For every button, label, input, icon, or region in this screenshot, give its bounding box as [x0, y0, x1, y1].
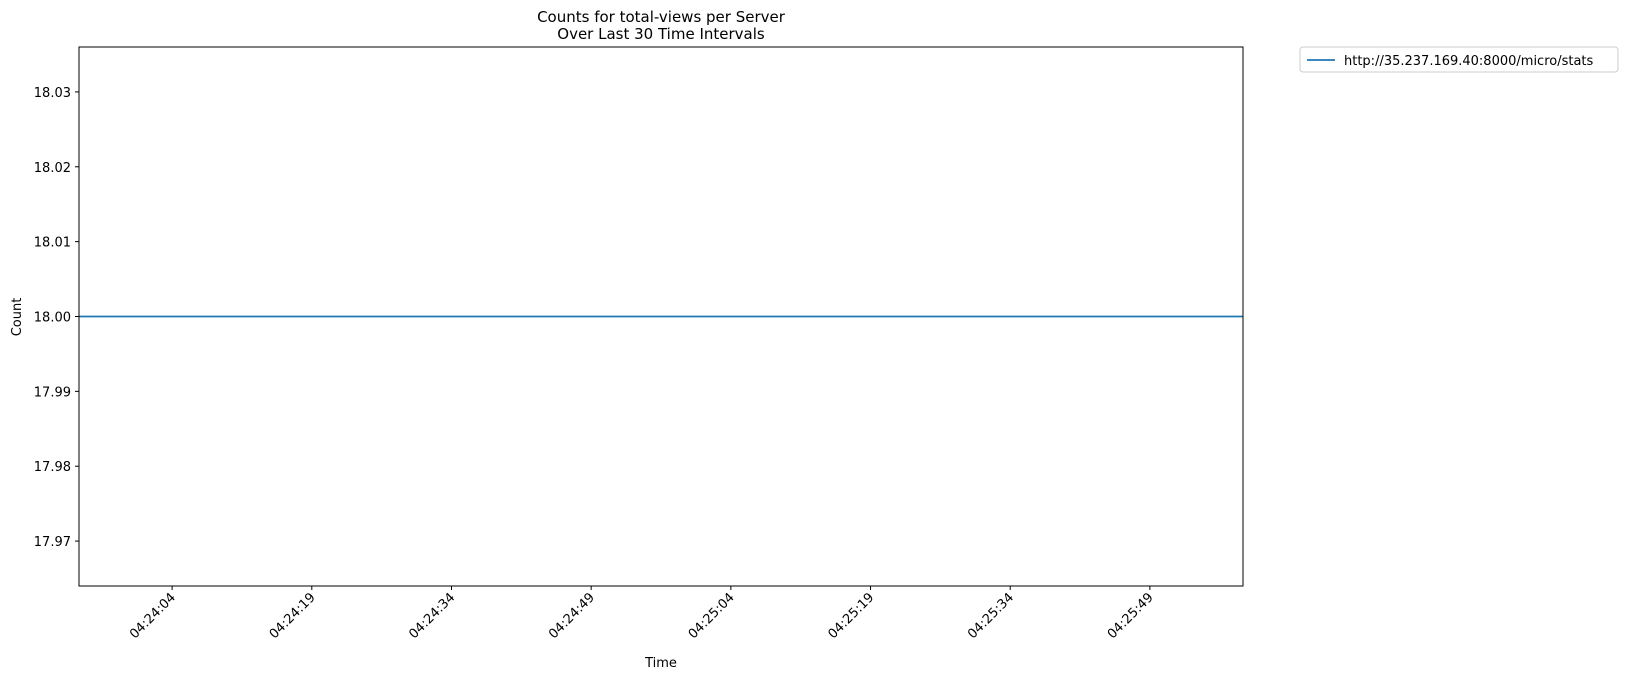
x-tick-label: 04:24:04: [127, 590, 179, 642]
x-tick-label: 04:24:49: [546, 590, 598, 642]
y-tick-label: 17.99: [34, 385, 71, 400]
legend-label: http://35.237.169.40:8000/micro/stats: [1344, 54, 1594, 69]
legend: http://35.237.169.40:8000/micro/stats: [1299, 46, 1619, 73]
chart-subtitle: Over Last 30 Time Intervals: [557, 25, 765, 43]
y-tick-label: 18.00: [34, 311, 71, 326]
y-tick-label: 17.97: [34, 535, 71, 550]
y-tick-label: 18.02: [34, 161, 71, 176]
x-tick-label: 04:25:49: [1105, 590, 1157, 642]
plot-frame: [78, 46, 1244, 587]
y-axis: 17.97 17.98 17.99 18.00 18.01 18.02 18.03: [34, 86, 79, 550]
x-tick-label: 04:24:19: [267, 590, 319, 642]
y-tick-label: 18.01: [34, 236, 71, 251]
y-axis-label: Count: [10, 298, 25, 337]
chart-title: Counts for total-views per Server: [537, 8, 786, 26]
x-tick-label: 04:25:34: [965, 590, 1017, 642]
x-axis-label: Time: [644, 656, 677, 671]
y-tick-label: 18.03: [34, 86, 71, 101]
x-tick-label: 04:25:19: [825, 590, 877, 642]
y-tick-label: 17.98: [34, 460, 71, 475]
legend-frame: [1299, 46, 1619, 73]
x-tick-label: 04:24:34: [406, 590, 458, 642]
x-axis: 04:24:04 04:24:19 04:24:34 04:24:49 04:25:04…: [127, 586, 1157, 642]
x-tick-label: 04:25:04: [686, 590, 738, 642]
